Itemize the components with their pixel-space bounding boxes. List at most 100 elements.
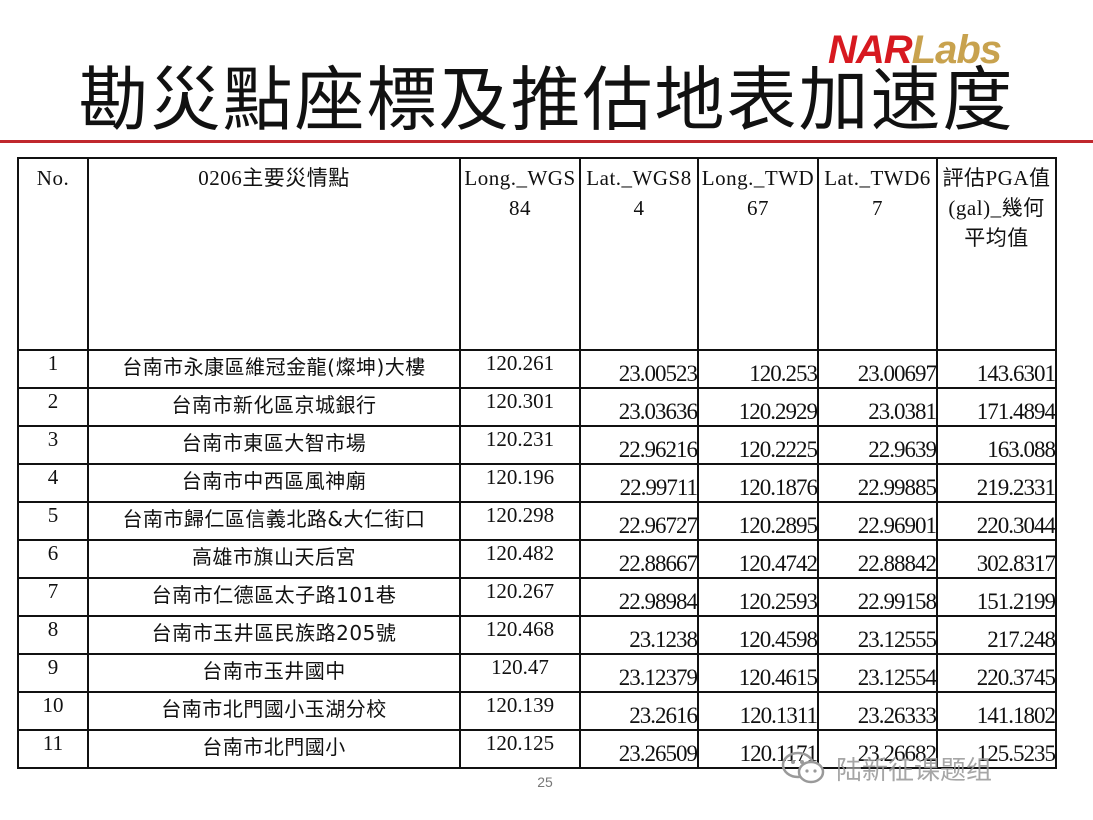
cell-pga: 151.2199 (936, 577, 1057, 617)
cell-site: 台南市玉井國中 (87, 653, 461, 693)
cell-long-twd67: 120.4615 (697, 653, 819, 693)
table-row: 2 台南市新化區京城銀行 120.301 23.03636 120.2929 23.038… (17, 387, 1057, 427)
cell-lat-twd67: 22.96901 (817, 501, 938, 541)
cell-lat-wgs84: 23.26509 (579, 729, 699, 769)
watermark-text: 陆新征课题组 (836, 755, 993, 786)
cell-long-wgs84: 120.468 (459, 615, 581, 655)
cell-lat-wgs84: 23.12379 (579, 653, 699, 693)
cell-long-twd67: 120.2929 (697, 387, 819, 427)
cell-long-wgs84: 120.231 (459, 425, 581, 465)
cell-pga: 217.248 (936, 615, 1057, 655)
cell-no: 4 (17, 463, 89, 503)
cell-lat-twd67: 22.99158 (817, 577, 938, 617)
cell-no: 7 (17, 577, 89, 617)
cell-lat-twd67: 23.26682 (817, 729, 938, 769)
header-lat-wgs84: Lat._WGS84 (579, 157, 699, 351)
cell-lat-twd67: 23.12554 (817, 653, 938, 693)
cell-long-wgs84: 120.482 (459, 539, 581, 579)
cell-lat-wgs84: 23.03636 (579, 387, 699, 427)
cell-long-wgs84: 120.267 (459, 577, 581, 617)
cell-site: 台南市新化區京城銀行 (87, 387, 461, 427)
cell-lat-wgs84: 23.00523 (579, 349, 699, 389)
table-row: 10 台南市北門國小玉湖分校 120.139 23.2616 120.1311 23.26… (17, 691, 1057, 731)
cell-lat-twd67: 23.0381 (817, 387, 938, 427)
table-row: 8 台南市玉井區民族路205號 120.468 23.1238 120.4598 23.1… (17, 615, 1057, 655)
cell-pga: 302.8317 (936, 539, 1057, 579)
table-row: 11 台南市北門國小 120.125 23.26509 120.1171 23.26682… (17, 729, 1057, 769)
cell-lat-wgs84: 23.2616 (579, 691, 699, 731)
cell-long-wgs84: 120.298 (459, 501, 581, 541)
cell-no: 10 (17, 691, 89, 731)
cell-long-wgs84: 120.196 (459, 463, 581, 503)
page-number: 25 (537, 774, 553, 790)
disaster-sites-table: No. 0206主要災情點 Long._WGS84 Lat._WGS84 Lon… (17, 157, 1057, 769)
cell-no: 9 (17, 653, 89, 693)
table-row: 6 高雄市旗山天后宮 120.482 22.88667 120.4742 22.88842… (17, 539, 1057, 579)
cell-site: 高雄市旗山天后宮 (87, 539, 461, 579)
cell-site: 台南市東區大智市場 (87, 425, 461, 465)
cell-site: 台南市永康區維冠金龍(燦坤)大樓 (87, 349, 461, 389)
header-long-wgs84: Long._WGS84 (459, 157, 581, 351)
slide-title: 勘災點座標及推估地表加速度 (78, 59, 1015, 141)
table-row: 7 台南市仁德區太子路101巷 120.267 22.98984 120.2593 22.… (17, 577, 1057, 617)
cell-long-wgs84: 120.125 (459, 729, 581, 769)
table-row: 1 台南市永康區維冠金龍(燦坤)大樓 120.261 23.00523 120.253 2… (17, 349, 1057, 389)
cell-no: 1 (17, 349, 89, 389)
cell-pga: 220.3044 (936, 501, 1057, 541)
cell-site: 台南市歸仁區信義北路&大仁街口 (87, 501, 461, 541)
cell-lat-wgs84: 22.98984 (579, 577, 699, 617)
cell-no: 2 (17, 387, 89, 427)
cell-pga: 143.6301 (936, 349, 1057, 389)
cell-pga: 171.4894 (936, 387, 1057, 427)
header-no: No. (17, 157, 89, 351)
cell-no: 6 (17, 539, 89, 579)
cell-lat-twd67: 23.26333 (817, 691, 938, 731)
cell-long-twd67: 120.1876 (697, 463, 819, 503)
cell-long-twd67: 120.4742 (697, 539, 819, 579)
cell-lat-twd67: 22.9639 (817, 425, 938, 465)
cell-long-wgs84: 120.261 (459, 349, 581, 389)
header-pga: 評估PGA值(gal)_幾何平均值 (936, 157, 1057, 351)
cell-pga: 163.088 (936, 425, 1057, 465)
cell-lat-wgs84: 22.96727 (579, 501, 699, 541)
cell-no: 3 (17, 425, 89, 465)
cell-no: 8 (17, 615, 89, 655)
cell-long-wgs84: 120.47 (459, 653, 581, 693)
watermark: 陆新征课题组 (780, 748, 992, 788)
logo-nar: NAR (828, 28, 913, 72)
cell-lat-wgs84: 22.96216 (579, 425, 699, 465)
cell-lat-twd67: 22.88842 (817, 539, 938, 579)
header-long-twd67: Long._TWD67 (697, 157, 819, 351)
cell-long-wgs84: 120.139 (459, 691, 581, 731)
cell-site: 台南市北門國小 (87, 729, 461, 769)
table-row: 3 台南市東區大智市場 120.231 22.96216 120.2225 22.9639… (17, 425, 1057, 465)
cell-long-twd67: 120.253 (697, 349, 819, 389)
cell-pga: 141.1802 (936, 691, 1057, 731)
table-header-row: No. 0206主要災情點 Long._WGS84 Lat._WGS84 Lon… (17, 157, 1057, 351)
cell-pga: 125.5235 (936, 729, 1057, 769)
cell-pga: 220.3745 (936, 653, 1057, 693)
header-lat-twd67: Lat._TWD67 (817, 157, 938, 351)
cell-site: 台南市玉井區民族路205號 (87, 615, 461, 655)
table-row: 9 台南市玉井國中 120.47 23.12379 120.4615 23.12554 22… (17, 653, 1057, 693)
cell-lat-wgs84: 22.88667 (579, 539, 699, 579)
cell-pga: 219.2331 (936, 463, 1057, 503)
cell-site: 台南市仁德區太子路101巷 (87, 577, 461, 617)
narlabs-logo: NAR Labs (828, 28, 1002, 72)
cell-no: 11 (17, 729, 89, 769)
cell-lat-twd67: 23.12555 (817, 615, 938, 655)
cell-lat-wgs84: 23.1238 (579, 615, 699, 655)
logo-labs: Labs (911, 28, 1002, 72)
cell-site: 台南市北門國小玉湖分校 (87, 691, 461, 731)
cell-lat-twd67: 23.00697 (817, 349, 938, 389)
table-row: 5 台南市歸仁區信義北路&大仁街口 120.298 22.96727 120.2895 2… (17, 501, 1057, 541)
cell-long-twd67: 120.4598 (697, 615, 819, 655)
title-divider (0, 140, 1093, 143)
cell-long-twd67: 120.1311 (697, 691, 819, 731)
cell-lat-twd67: 22.99885 (817, 463, 938, 503)
header-site: 0206主要災情點 (87, 157, 461, 351)
cell-long-twd67: 120.2895 (697, 501, 819, 541)
cell-long-twd67: 120.2225 (697, 425, 819, 465)
cell-site: 台南市中西區風神廟 (87, 463, 461, 503)
table-row: 4 台南市中西區風神廟 120.196 22.99711 120.1876 22.9988… (17, 463, 1057, 503)
